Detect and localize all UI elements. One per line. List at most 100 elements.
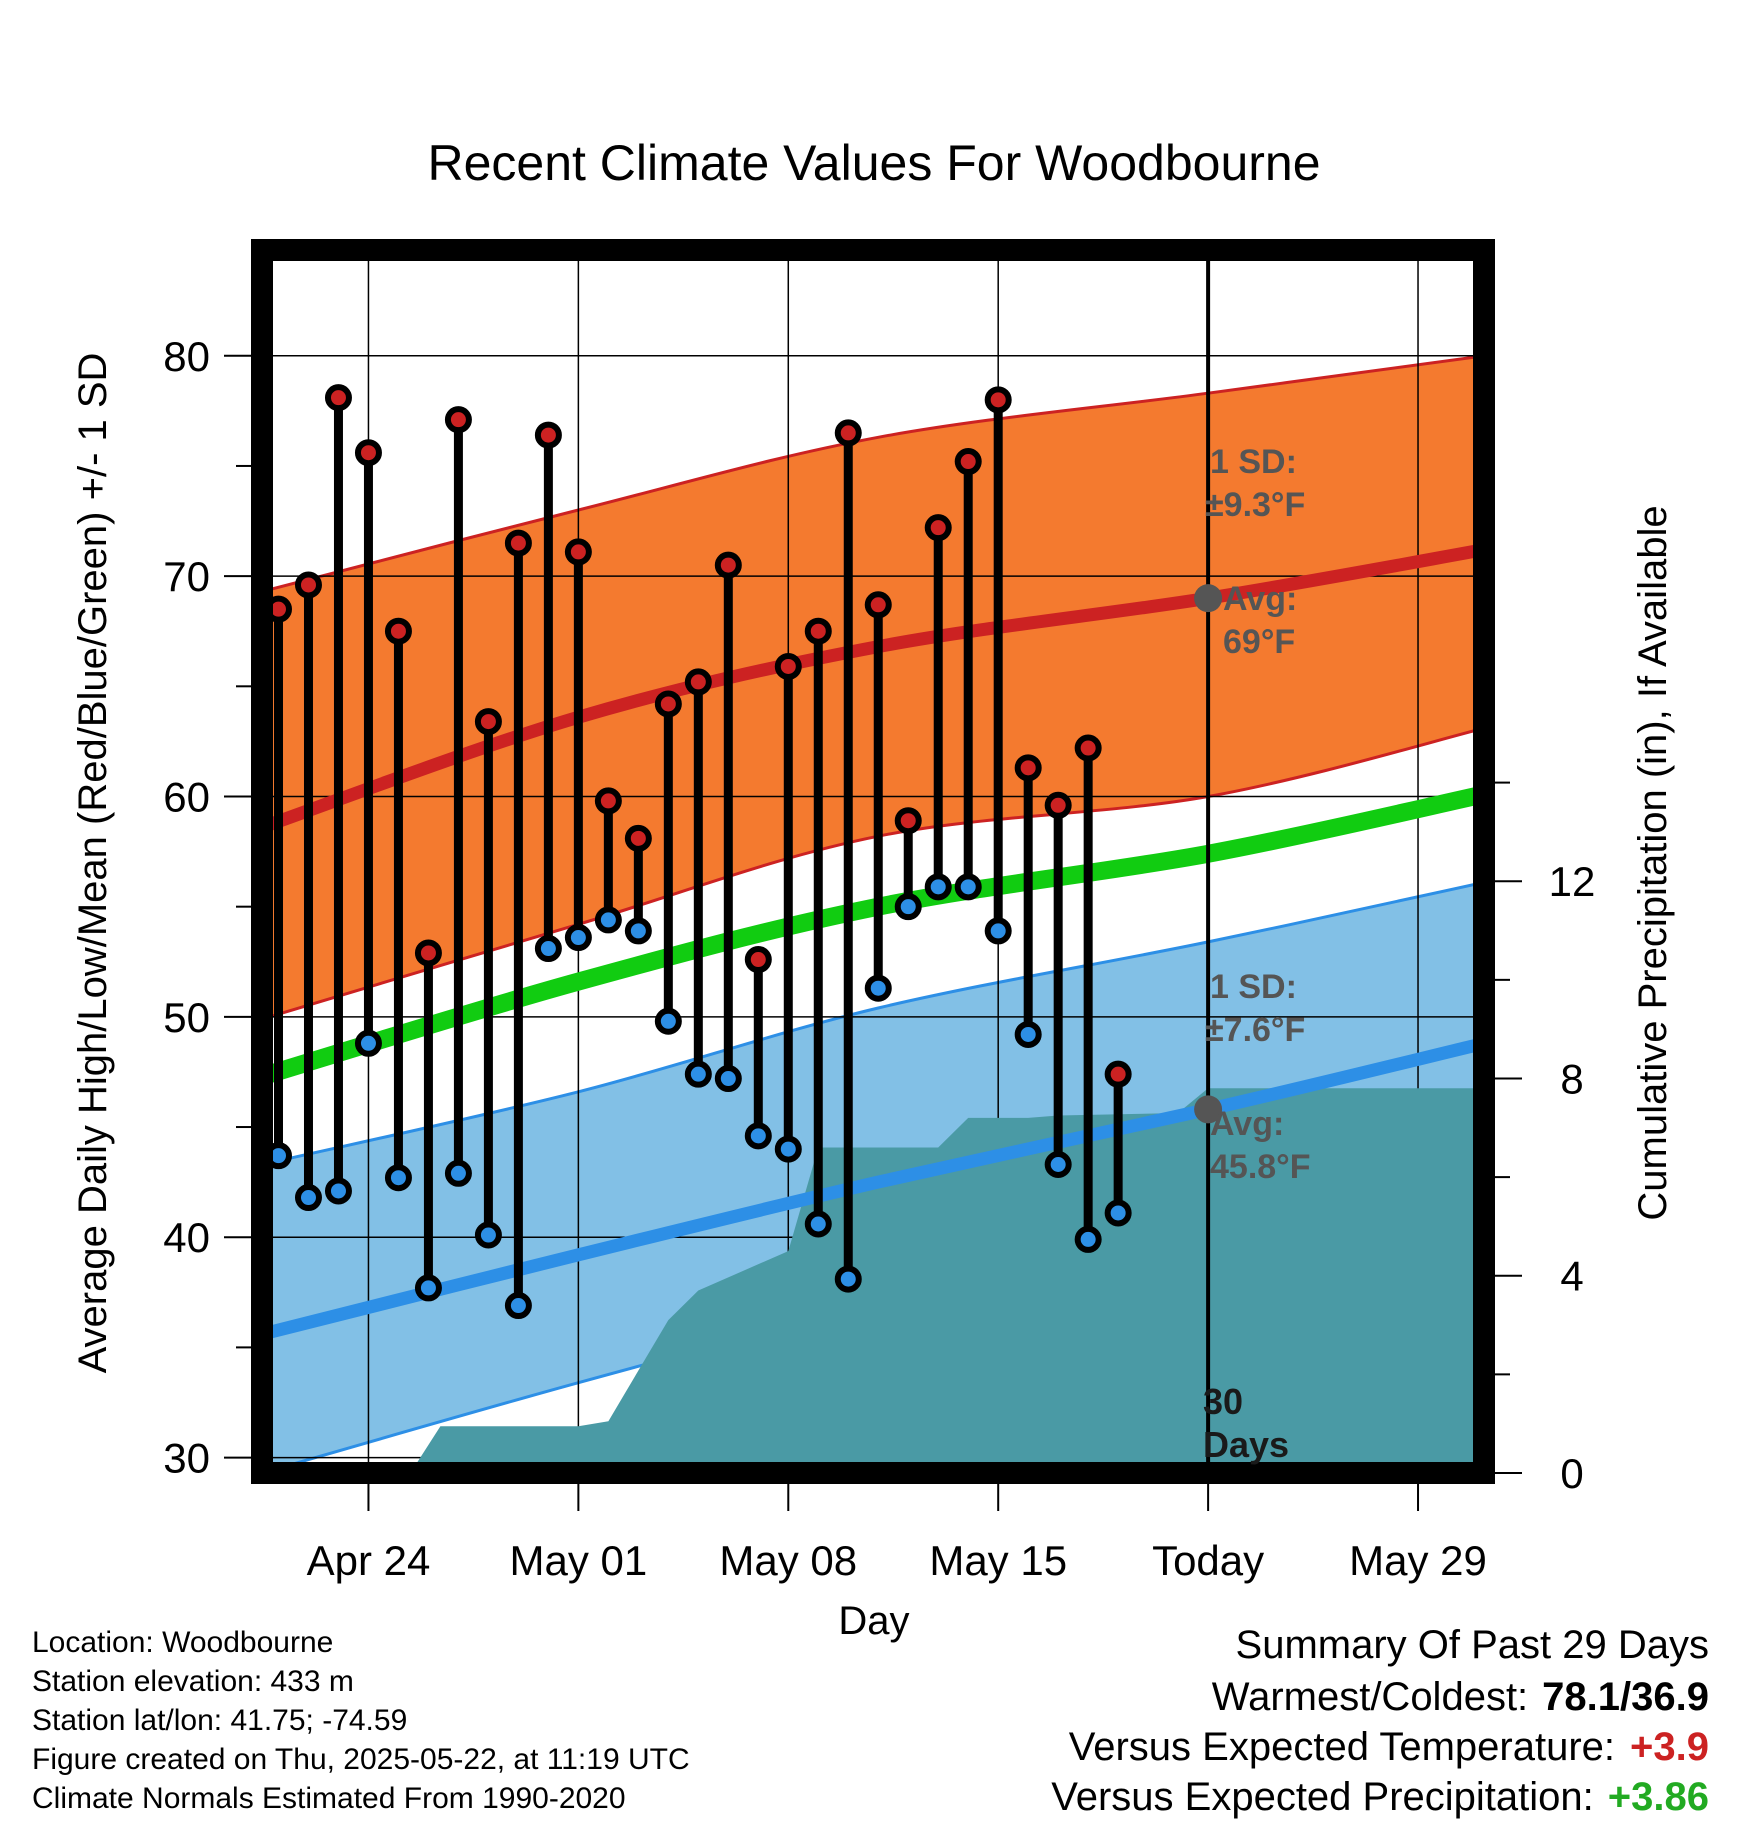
high-sd-label: 1 SD:	[1210, 443, 1297, 481]
daily-low-point	[594, 906, 622, 934]
daily-high-point	[474, 708, 502, 736]
daily-low-point	[384, 1164, 412, 1192]
daily-high-point	[714, 551, 742, 579]
daily-high-point	[294, 571, 322, 599]
days-count: 30	[1203, 1381, 1243, 1422]
daily-low-point	[894, 893, 922, 921]
daily-high-point	[744, 946, 772, 974]
y-tick-label: 50	[163, 994, 210, 1041]
daily-high-point	[894, 807, 922, 835]
daily-low-point	[1014, 1020, 1042, 1048]
daily-low-point	[984, 917, 1012, 945]
low-avg-marker	[1194, 1095, 1223, 1124]
daily-high-point	[324, 384, 352, 412]
daily-low-point	[414, 1274, 442, 1302]
low-avg-value: 45.8°F	[1210, 1148, 1311, 1186]
daily-low-point	[654, 1007, 682, 1035]
daily-low-point	[354, 1029, 382, 1057]
daily-low-point	[834, 1265, 862, 1293]
daily-high-point	[1014, 754, 1042, 782]
daily-high-point	[564, 538, 592, 566]
daily-low-point	[864, 974, 892, 1002]
daily-low-point	[324, 1177, 352, 1205]
high-avg-label: Avg:	[1223, 580, 1297, 618]
daily-high-point	[444, 406, 472, 434]
daily-low-point	[624, 917, 652, 945]
daily-low-point	[534, 935, 562, 963]
temp-value: +3.9	[1630, 1725, 1709, 1769]
summary-panel: Summary Of Past 29 Days Warmest/Coldest:…	[1051, 1620, 1709, 1822]
y-tick-label: 80	[163, 333, 210, 380]
plot-area	[262, 250, 1484, 1473]
daily-high-point	[354, 439, 382, 467]
x-tick-label: May 01	[510, 1537, 648, 1584]
daily-low-point	[1104, 1199, 1132, 1227]
high-sd-band	[262, 355, 1484, 1020]
daily-low-point	[744, 1122, 772, 1150]
daily-high-point	[954, 448, 982, 476]
daily-low-point	[924, 873, 952, 901]
days-word: Days	[1203, 1424, 1289, 1465]
daily-high-point	[684, 668, 712, 696]
y-axis-label: Average Daily High/Low/Mean (Red/Blue/Gr…	[71, 353, 115, 1374]
daily-high-point	[1104, 1060, 1132, 1088]
daily-high-point	[534, 421, 562, 449]
daily-high-point	[984, 386, 1012, 414]
daily-high-point	[774, 652, 802, 680]
low-sd-label: 1 SD:	[1210, 968, 1297, 1006]
created-text: Figure created on Thu, 2025-05-22, at 11…	[32, 1743, 690, 1776]
y2-axis-label: Cumulative Precipitation (in), If Availa…	[1631, 505, 1675, 1220]
daily-high-point	[504, 529, 532, 557]
warm-cold-row: Warmest/Coldest: 78.1/36.9	[1051, 1672, 1709, 1722]
high-avg-marker	[1194, 584, 1223, 613]
temp-label: Versus Expected Temperature:	[1068, 1725, 1615, 1769]
daily-low-point	[774, 1135, 802, 1163]
daily-low-point	[504, 1292, 532, 1320]
warm-cold-value: 78.1/36.9	[1542, 1675, 1709, 1719]
plot-frame	[251, 239, 1495, 1484]
location-text: Location: Woodbourne	[32, 1626, 334, 1659]
daily-high-point	[414, 939, 442, 967]
x-tick-label: May 15	[929, 1537, 1067, 1584]
chart-title: Recent Climate Values For Woodbourne	[427, 135, 1320, 191]
daily-low-point	[444, 1159, 472, 1187]
high-avg-value: 69°F	[1223, 623, 1295, 661]
daily-high-point	[594, 787, 622, 815]
x-axis-label: Day	[838, 1599, 909, 1643]
daily-high-point	[654, 690, 682, 718]
daily-high-point	[384, 617, 412, 645]
daily-low-point	[804, 1210, 832, 1238]
daily-low-point	[954, 873, 982, 901]
daily-high-point	[864, 591, 892, 619]
daily-low-point	[294, 1184, 322, 1212]
y2-tick-label: 4	[1560, 1253, 1583, 1300]
x-tick-label: May 29	[1349, 1537, 1487, 1584]
x-tick-label: Apr 24	[307, 1537, 431, 1584]
daily-high-point	[924, 514, 952, 542]
x-tick-label: May 08	[719, 1537, 857, 1584]
high-sd-value: ±9.3°F	[1205, 486, 1305, 524]
y-tick-label: 60	[163, 773, 210, 820]
y-tick-label: 40	[163, 1214, 210, 1261]
precip-row: Versus Expected Precipitation: +3.86	[1051, 1772, 1709, 1822]
low-average-line	[262, 1036, 1484, 1341]
daily-high-point	[804, 617, 832, 645]
daily-low-point	[564, 924, 592, 952]
y-tick-label: 70	[163, 553, 210, 600]
normals-text: Climate Normals Estimated From 1990-2020	[32, 1782, 626, 1815]
low-sd-value: ±7.6°F	[1205, 1011, 1305, 1049]
daily-low-point	[714, 1065, 742, 1093]
daily-low-point	[1044, 1150, 1072, 1178]
elevation-text: Station elevation: 433 m	[32, 1665, 354, 1698]
daily-high-point	[1044, 791, 1072, 819]
summary-title: Summary Of Past 29 Days	[1235, 1623, 1709, 1667]
daily-low-point	[684, 1060, 712, 1088]
latlon-text: Station lat/lon: 41.75; -74.59	[32, 1704, 408, 1737]
station-info: Location: Woodbourne Station elevation: …	[32, 1623, 690, 1818]
daily-low-point	[1074, 1225, 1102, 1253]
y2-tick-label: 0	[1560, 1450, 1583, 1497]
x-tick-label: Today	[1152, 1537, 1264, 1584]
y-tick-label: 30	[163, 1435, 210, 1482]
warm-cold-label: Warmest/Coldest:	[1211, 1675, 1529, 1719]
